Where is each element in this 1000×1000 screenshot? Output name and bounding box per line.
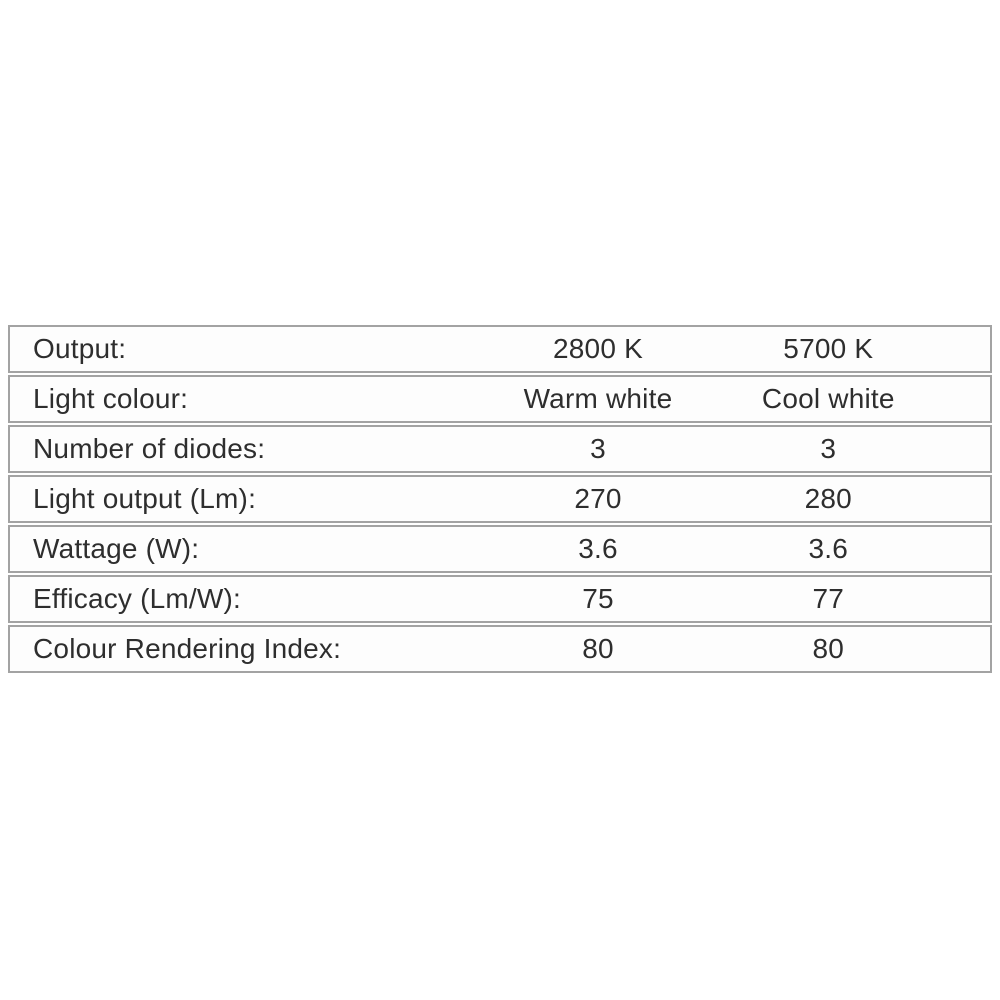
value-warm: 3.6 [578,533,618,564]
table-row-light-output: Light output (Lm): 270 280 [8,475,992,523]
value-cool: 5700 K [783,333,874,364]
value-cool: 3.6 [808,533,849,564]
table-row-colour-rendering-index: Colour Rendering Index: 80 80 [8,625,992,673]
value-warm: 3 [590,433,606,464]
value-cool: 77 [812,583,845,614]
row-label: Wattage (W): [33,533,200,564]
value-cool: 280 [804,483,852,514]
row-label: Output: [33,333,127,364]
value-warm: 270 [574,483,622,514]
value-warm: 80 [582,633,614,664]
table-row-wattage: Wattage (W): 3.6 3.6 [8,525,992,573]
row-label: Efficacy (Lm/W): [33,583,242,614]
table-row-output: Output: 2800 K 5700 K [8,325,992,373]
row-label: Light output (Lm): [33,483,257,514]
table-row-light-colour: Light colour: Warm white Cool white [8,375,992,423]
value-cool: Cool white [761,383,895,414]
value-warm: 75 [582,583,614,614]
table-row-number-of-diodes: Number of diodes: 3 3 [8,425,992,473]
row-label: Number of diodes: [33,433,266,464]
value-cool: 3 [820,433,837,464]
value-warm: 2800 K [553,333,643,364]
row-label: Light colour: [33,383,189,414]
value-cool: 80 [812,633,845,664]
value-warm: Warm white [523,383,673,414]
table-row-efficacy: Efficacy (Lm/W): 75 77 [8,575,992,623]
row-label: Colour Rendering Index: [33,633,342,664]
specification-table: Output: 2800 K 5700 K Light colour: Warm… [8,325,992,675]
